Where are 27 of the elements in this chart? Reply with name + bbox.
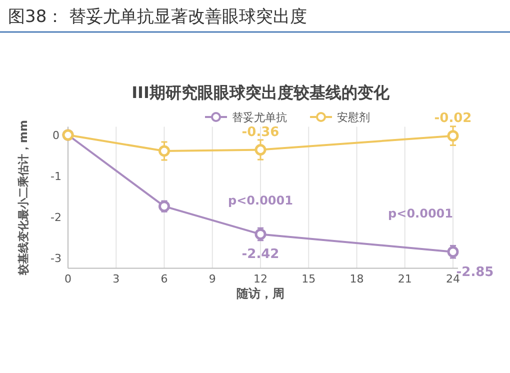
point — [158, 145, 170, 157]
y-tick-label: -1 — [50, 170, 62, 183]
x-tick-label: 18 — [350, 272, 364, 286]
data-label: -0.02 — [434, 110, 472, 126]
x-tick-label: 9 — [208, 272, 216, 286]
data-label: -2.42 — [242, 247, 280, 262]
annotation: p<0.0001 — [228, 194, 293, 208]
point — [254, 144, 266, 156]
legend-label: 安慰剂 — [337, 111, 370, 124]
legend-label: 替妥尤单抗 — [232, 111, 287, 124]
point — [447, 246, 459, 258]
x-tick-label: 12 — [254, 272, 268, 286]
x-axis-title: 随访，周 — [236, 286, 284, 300]
x-tick-label: 0 — [64, 272, 72, 286]
y-axis-title: 较基线变化最小二乘估计，mm — [17, 120, 30, 276]
x-tick-label: 21 — [398, 272, 412, 286]
y-tick-label: -3 — [50, 252, 62, 265]
chart-title: 图38： 替妥尤单抗显著改善眼球突出度 — [8, 7, 308, 27]
x-tick-label: 6 — [160, 272, 168, 286]
y-tick-label: -2 — [50, 211, 62, 224]
x-tick-label: 3 — [112, 272, 120, 286]
x-tick-label: 15 — [302, 272, 316, 286]
chart-subtitle: III期研究眼眼球突出度较基线的变化 — [132, 83, 390, 102]
point — [447, 130, 459, 142]
annotation: p<0.0001 — [388, 206, 453, 220]
y-tick-label: 0 — [52, 129, 60, 142]
data-label: -0.36 — [242, 124, 280, 140]
